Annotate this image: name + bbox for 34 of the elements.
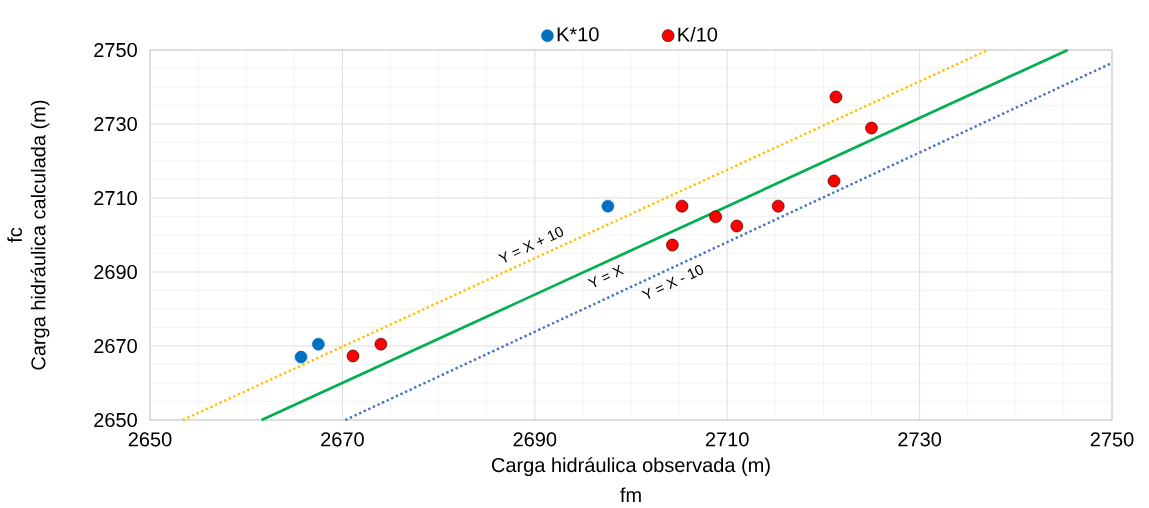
y-tick-label: 2650 [94, 412, 137, 428]
annotation: Y = X [587, 264, 625, 288]
annotation: Y = X - 10 [641, 265, 704, 299]
x-tick-label: 2710 [705, 432, 749, 447]
point [675, 199, 689, 213]
legend-label: K*10 [557, 27, 599, 42]
annotation: Y = X + 10 [498, 227, 564, 263]
x-tick-label: 2670 [321, 432, 364, 447]
y-tick-label: 2690 [94, 264, 137, 280]
text: fc [7, 227, 22, 243]
point [709, 210, 722, 224]
point [374, 337, 388, 351]
x-axis-title: Carga hidráulica observada (m) [491, 457, 770, 477]
point [346, 349, 360, 363]
legend-label: K/10 [678, 26, 718, 42]
text: fm [620, 487, 641, 502]
y-tick-label: 2750 [94, 42, 137, 58]
point [827, 174, 841, 188]
x-tick-label: 2730 [898, 432, 942, 447]
point [666, 238, 679, 252]
x-tick-label: 2750 [1090, 432, 1134, 447]
y-tick-label: 2730 [94, 116, 137, 132]
point [601, 199, 615, 213]
point [865, 121, 878, 135]
x-tick-label: 2650 [128, 432, 172, 447]
point [771, 199, 785, 213]
point [829, 90, 843, 104]
point [312, 337, 325, 351]
point [730, 219, 744, 233]
y-tick-label: 2670 [94, 338, 137, 354]
y-axis-title: Carga hidráulica calculada (m) [30, 100, 50, 370]
point [294, 350, 308, 364]
x-tick-label: 2690 [513, 432, 557, 447]
y-tick-label: 2710 [94, 190, 137, 206]
